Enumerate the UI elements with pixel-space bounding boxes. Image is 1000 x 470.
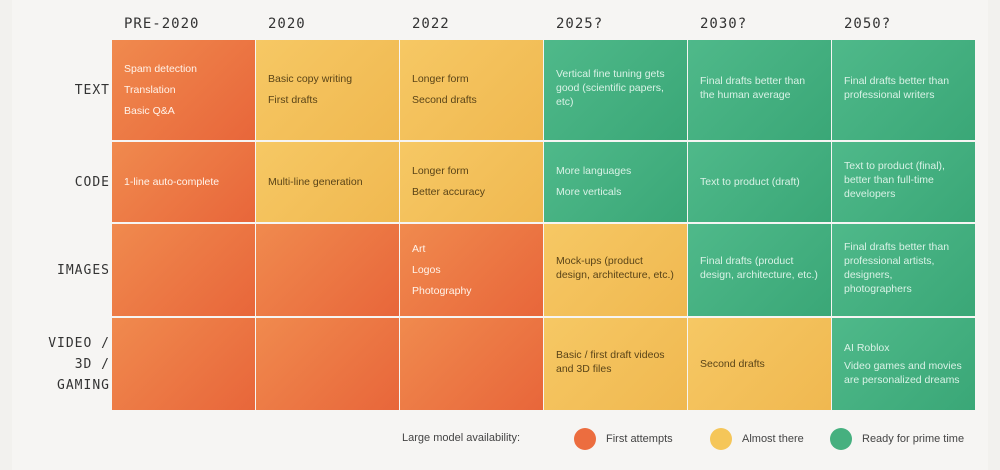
legend-dot-yellow bbox=[710, 428, 732, 450]
cell-text: Second drafts bbox=[412, 94, 477, 106]
legend-title: Large model availability: bbox=[402, 432, 521, 444]
legend-label: Ready for prime time bbox=[862, 433, 965, 445]
cell-text: 1-line auto-complete bbox=[124, 175, 220, 188]
cell-text: Basic Q&A bbox=[124, 104, 175, 117]
legend-label: First attempts bbox=[606, 433, 673, 445]
column-header: PRE-2020 bbox=[124, 16, 200, 32]
cell-text: Mock-ups (product design, architecture, … bbox=[556, 255, 674, 281]
timeline-cell bbox=[256, 318, 399, 410]
cell-text: Better accuracy bbox=[412, 186, 485, 198]
timeline-cell: Longer form Second drafts bbox=[400, 40, 543, 140]
row-label: CODE bbox=[74, 174, 110, 190]
legend-dot-green bbox=[830, 428, 852, 450]
cell-text: More languages bbox=[556, 165, 632, 177]
cell-text: First drafts bbox=[268, 94, 318, 106]
legend-item-first-attempts: First attempts bbox=[574, 428, 673, 450]
timeline-cell: Basic / first draft videos and 3D files bbox=[544, 318, 687, 410]
cell-text: Translation bbox=[124, 83, 176, 96]
legend-label: Almost there bbox=[742, 433, 804, 445]
timeline-cell bbox=[112, 224, 255, 316]
timeline-cell: Final drafts better than the human avera… bbox=[688, 40, 831, 140]
timeline-cell: 1-line auto-complete bbox=[112, 142, 255, 222]
cell-text: Multi-line generation bbox=[268, 175, 363, 188]
row-label: TEXT bbox=[74, 82, 110, 98]
timeline-cell bbox=[112, 318, 255, 410]
timeline-cell: Multi-line generation bbox=[256, 142, 399, 222]
column-header: 2022 bbox=[412, 16, 450, 32]
ai-timeline-chart: PRE-2020 2020 2022 2025? 2030? 2050? TEXT CODE… bbox=[12, 0, 988, 470]
timeline-cell: Second drafts bbox=[688, 318, 831, 410]
timeline-cell bbox=[256, 224, 399, 316]
timeline-cell bbox=[400, 318, 543, 410]
cell-text: Second drafts bbox=[700, 357, 765, 370]
column-header: 2050? bbox=[844, 16, 892, 32]
cell-text: Text to product (draft) bbox=[700, 175, 800, 188]
cell-text: Vertical fine tuning gets good (scientif… bbox=[556, 68, 665, 108]
legend-dot-orange bbox=[574, 428, 596, 450]
cell-text: Final drafts better than the human avera… bbox=[700, 75, 806, 101]
cell-text: Spam detection bbox=[124, 62, 197, 75]
timeline-cell: Final drafts better than professional wr… bbox=[832, 40, 975, 140]
cell-text: Text to product (final), better than ful… bbox=[844, 160, 945, 200]
timeline-cell: Basic copy writing First drafts bbox=[256, 40, 399, 140]
cell-text: Photography bbox=[412, 284, 472, 297]
cell-text: Final drafts (product design, architectu… bbox=[700, 255, 818, 281]
timeline-cell: Text to product (final), better than ful… bbox=[832, 142, 975, 222]
timeline-cell: Text to product (draft) bbox=[688, 142, 831, 222]
timeline-cell: Final drafts better than professional ar… bbox=[832, 224, 975, 316]
legend: Large model availability: First attempts… bbox=[12, 428, 988, 452]
cell-text: Longer form bbox=[412, 165, 469, 177]
timeline-cell: Longer form Better accuracy bbox=[400, 142, 543, 222]
cell-text: Video games and movies are personalized … bbox=[844, 359, 962, 386]
row-label: IMAGES bbox=[57, 262, 110, 278]
cell-text: More verticals bbox=[556, 186, 622, 198]
timeline-cell: AI Roblox Video games and movies are pers… bbox=[832, 318, 975, 410]
column-header: 2030? bbox=[700, 16, 748, 32]
timeline-cell: Final drafts (product design, architectu… bbox=[688, 224, 831, 316]
legend-item-ready-for-prime-time: Ready for prime time bbox=[830, 428, 964, 450]
cell-text: Basic copy writing bbox=[268, 73, 353, 85]
cell-text: Longer form bbox=[412, 73, 469, 85]
cell-text: Art bbox=[412, 242, 426, 255]
timeline-cell: Mock-ups (product design, architecture, … bbox=[544, 224, 687, 316]
cell-text: Logos bbox=[412, 263, 441, 276]
column-header: 2020 bbox=[268, 16, 306, 32]
timeline-cell: Vertical fine tuning gets good (scientif… bbox=[544, 40, 687, 140]
cell-text: Final drafts better than professional wr… bbox=[844, 75, 950, 101]
column-header: 2025? bbox=[556, 16, 604, 32]
legend-item-almost-there: Almost there bbox=[710, 428, 804, 450]
cell-text: AI Roblox bbox=[844, 341, 890, 354]
row-label: VIDEO / 3D / GAMING bbox=[48, 335, 110, 393]
timeline-cell: Art Logos Photography bbox=[400, 224, 543, 316]
cell-text: Basic / first draft videos and 3D files bbox=[556, 349, 665, 375]
timeline-cell: More languages More verticals bbox=[544, 142, 687, 222]
timeline-cell: Spam detection Translation Basic Q&A bbox=[112, 40, 255, 140]
cell-text: Final drafts better than professional ar… bbox=[844, 241, 950, 295]
